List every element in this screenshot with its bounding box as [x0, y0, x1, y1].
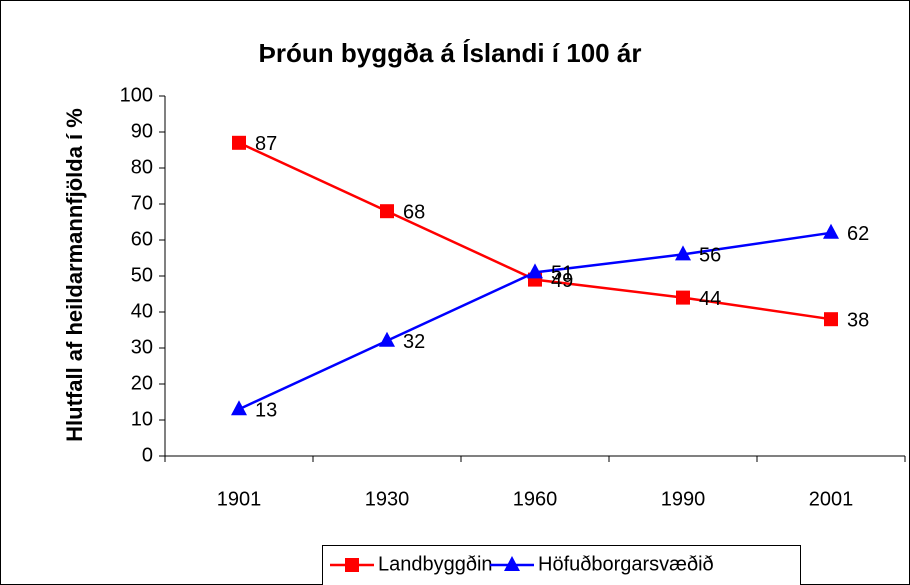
data-label: 68 [403, 201, 425, 223]
marker [379, 331, 395, 347]
y-tick-label: 90 [131, 120, 153, 142]
marker [824, 312, 838, 327]
y-tick-label: 0 [142, 444, 153, 466]
legend-label: Höfuðborgarsvæðið [538, 553, 714, 575]
y-tick-label: 40 [131, 300, 153, 322]
marker [676, 290, 690, 305]
x-tick-label: 2001 [809, 488, 854, 510]
data-label: 13 [255, 399, 277, 421]
y-axis-label: Hlutfall af heildarmannfjölda í % [62, 108, 87, 442]
x-tick-label: 1901 [217, 488, 262, 510]
marker [231, 400, 247, 416]
data-label: 32 [403, 331, 425, 353]
data-label: 87 [255, 133, 277, 155]
x-tick-label: 1960 [513, 488, 558, 510]
y-tick-label: 50 [131, 264, 153, 286]
marker [504, 556, 520, 571]
data-label: 49 [551, 270, 573, 292]
marker [380, 204, 394, 219]
marker [345, 558, 359, 572]
data-label: 44 [699, 288, 721, 310]
x-tick-label: 1990 [661, 488, 706, 510]
y-tick-label: 20 [131, 372, 153, 394]
marker [823, 223, 839, 239]
y-tick-label: 30 [131, 336, 153, 358]
legend-box [322, 545, 801, 585]
chart-title: Þróun byggða á Íslandi í 100 ár [259, 38, 642, 68]
marker [675, 245, 691, 261]
y-tick-label: 70 [131, 192, 153, 214]
y-tick-label: 80 [131, 156, 153, 178]
y-tick-label: 100 [120, 84, 153, 106]
data-label: 51 [551, 263, 573, 285]
x-tick-label: 1930 [365, 488, 410, 510]
data-label: 38 [847, 309, 869, 331]
marker [232, 135, 246, 150]
data-label: 56 [699, 245, 721, 267]
legend-label: Landbyggðin [378, 553, 493, 575]
y-tick-label: 10 [131, 408, 153, 430]
data-label: 62 [847, 223, 869, 245]
marker [527, 263, 543, 279]
y-tick-label: 60 [131, 228, 153, 250]
